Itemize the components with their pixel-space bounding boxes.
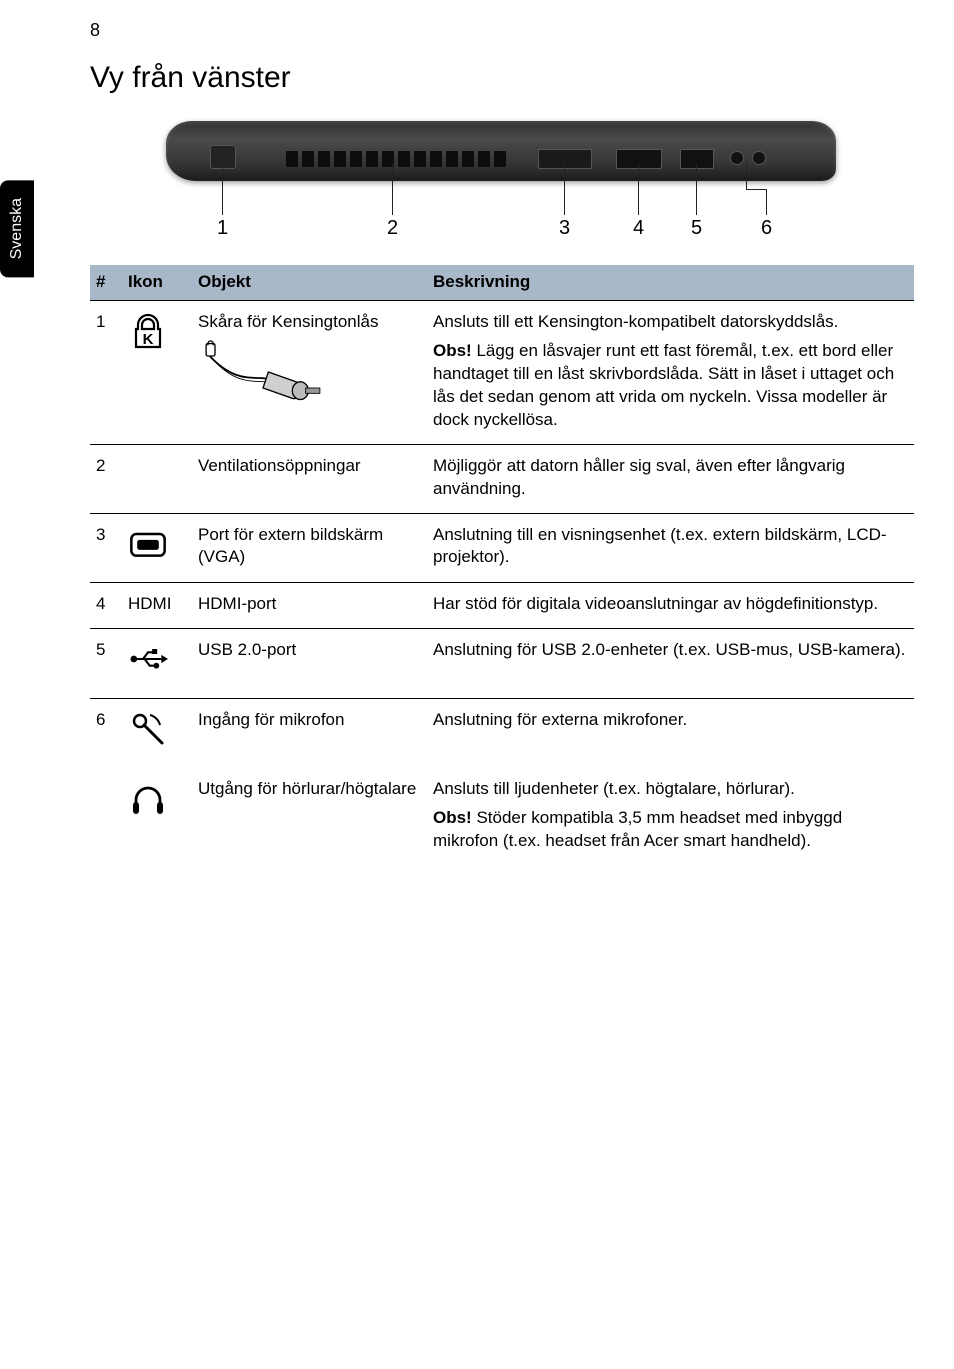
vga-icon <box>128 524 168 564</box>
row-description: Möjliggör att datorn håller sig sval, äv… <box>427 444 914 513</box>
row-number: 4 <box>90 583 122 629</box>
row-object: USB 2.0-port <box>192 629 427 699</box>
headphone-icon <box>128 778 168 818</box>
row-number <box>90 768 122 865</box>
row-object: Skåra för Kensingtonlås <box>192 300 427 444</box>
row-object: Port för extern bildskärm (VGA) <box>192 513 427 583</box>
row-object: HDMI-port <box>192 583 427 629</box>
row-description: Ansluts till ett Kensington-kompatibelt … <box>427 300 914 444</box>
header-desc: Beskrivning <box>427 265 914 300</box>
header-num: # <box>90 265 122 300</box>
callout-5: 5 <box>691 217 702 240</box>
header-object: Objekt <box>192 265 427 300</box>
row-icon-cell <box>122 444 192 513</box>
table-row: 5 USB 2.0-portAnslutning för USB 2.0-enhe… <box>90 629 914 699</box>
language-tab: Svenska <box>0 180 34 277</box>
row-object: Ingång för mikrofon <box>192 699 427 768</box>
row-description: Har stöd för digitala videoanslutningar … <box>427 583 914 629</box>
row-icon-cell: K <box>122 300 192 444</box>
spec-table: # Ikon Objekt Beskrivning 1 K Skåra för Ke… <box>90 265 914 865</box>
row-icon-cell: HDMI <box>122 583 192 629</box>
callout-3: 3 <box>559 217 570 240</box>
table-row: 1 K Skåra för KensingtonlåsAnsluts till et… <box>90 300 914 444</box>
svg-text:K: K <box>143 331 154 348</box>
mic-icon <box>128 709 168 749</box>
callout-6: 6 <box>761 217 772 240</box>
table-row: 2 VentilationsöppningarMöjliggör att dato… <box>90 444 914 513</box>
row-description: Ansluts till ljudenheter (t.ex. högtalar… <box>427 768 914 865</box>
hdmi-text-icon: HDMI <box>128 594 171 613</box>
callout-1: 1 <box>217 217 228 240</box>
callout-2: 2 <box>387 217 398 240</box>
table-row: Utgång för hörlurar/högtalareAnsluts til… <box>90 768 914 865</box>
row-icon-cell <box>122 699 192 768</box>
row-number: 5 <box>90 629 122 699</box>
vents-illustration <box>286 151 506 167</box>
content-area: Vy från vänster 1 2 3 <box>90 61 914 865</box>
table-row: 3 Port för extern bildskärm (VGA)Anslutni… <box>90 513 914 583</box>
row-number: 6 <box>90 699 122 768</box>
row-icon-cell <box>122 513 192 583</box>
page-title: Vy från vänster <box>90 61 914 95</box>
row-icon-cell <box>122 629 192 699</box>
left-view-diagram: 1 2 3 4 5 6 <box>152 115 852 245</box>
row-icon-cell <box>122 768 192 865</box>
row-object: Utgång för hörlurar/högtalare <box>192 768 427 865</box>
row-number: 3 <box>90 513 122 583</box>
row-description: Anslutning för externa mikrofoner. <box>427 699 914 768</box>
header-icon: Ikon <box>122 265 192 300</box>
kensington-lock-illustration <box>198 340 328 420</box>
row-description: Anslutning till en visningsenhet (t.ex. … <box>427 513 914 583</box>
row-number: 2 <box>90 444 122 513</box>
usb-icon <box>128 639 168 679</box>
callout-4: 4 <box>633 217 644 240</box>
spec-table-body: 1 K Skåra för KensingtonlåsAnsluts till et… <box>90 300 914 865</box>
row-number: 1 <box>90 300 122 444</box>
row-object: Ventilationsöppningar <box>192 444 427 513</box>
laptop-side-illustration <box>166 121 836 181</box>
table-row: 4 HDMI HDMI-portHar stöd för digitala vide… <box>90 583 914 629</box>
table-row: 6 Ingång för mikrofonAnslutning för exter… <box>90 699 914 768</box>
row-description: Anslutning för USB 2.0-enheter (t.ex. US… <box>427 629 914 699</box>
kensington-slot-icon: K <box>128 311 168 351</box>
page-number: 8 <box>90 20 914 41</box>
